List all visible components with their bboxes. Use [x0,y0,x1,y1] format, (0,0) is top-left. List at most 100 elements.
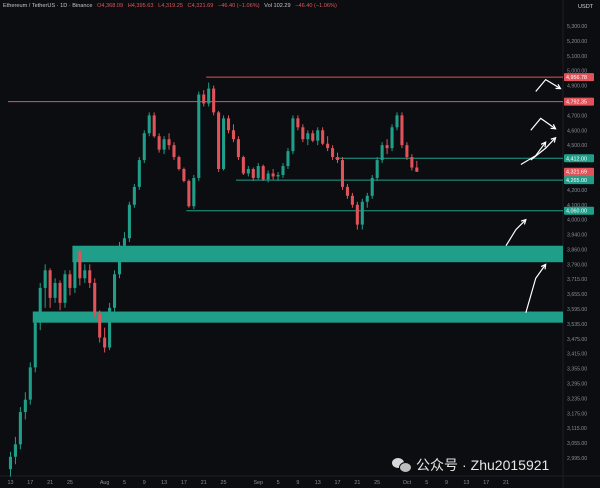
candle-body [197,94,201,178]
projection-arrow-1 [520,141,547,166]
x-tick-label: 17 [483,480,489,486]
candle-body [162,139,166,150]
candle-body [360,201,364,225]
candle-body [13,444,17,457]
x-tick-label: Aug [100,480,110,486]
candle-body [73,251,77,288]
candle-body [117,245,122,275]
arrow-head-5 [520,218,527,225]
candle-body [355,204,359,225]
x-tick-label: 21 [47,480,53,486]
x-tick-label: 25 [221,480,227,486]
candle-body [335,157,340,161]
candle-body [33,322,37,368]
candle-body [182,169,186,181]
x-tick-label: 9 [143,480,146,486]
candle-body [88,270,92,283]
candle-body [395,115,399,128]
y-tick-label: 4,100.00 [567,203,587,209]
candle-body [98,312,102,338]
y-tick-label: 3,115.00 [567,426,587,432]
candle-body [400,115,404,146]
watermark-account: Zhu2015921 [470,457,550,473]
candle-body [251,169,255,178]
price-label-bg [564,176,594,185]
candle-body [222,118,226,170]
candle-body [103,337,107,348]
x-tick-label: 21 [201,480,207,486]
y-tick-label: 3,235.00 [567,396,587,402]
currency-label[interactable]: USDT [578,4,594,10]
projection-arrow-4 [535,78,561,92]
candle-body [261,166,265,180]
candle-body [385,145,389,149]
arrow-head-1 [540,141,547,148]
candle-body [410,157,414,168]
y-tick-label: 4,200.00 [567,188,587,194]
candle-body [217,112,221,170]
candle-body [340,160,345,187]
y-tick-label: 3,055.00 [567,441,587,447]
y-tick-label: 3,475.00 [567,337,587,343]
candle-body [122,238,126,246]
x-tick-label: 9 [296,480,299,486]
watermark-prefix: 公众号 [416,457,458,473]
price-label-support: 4,060.00 [566,209,587,215]
candle-body [246,169,250,174]
candle-body [83,270,87,279]
y-tick-label: 5,300.00 [567,24,587,30]
x-tick-label: 21 [354,480,360,486]
x-tick-label: 17 [27,480,33,486]
candle-body [390,127,394,149]
candle-body [202,94,206,104]
y-tick-label: 3,175.00 [567,411,587,417]
y-tick-label: 5,000.00 [567,69,587,75]
y-tick-label: 3,940.00 [567,233,587,239]
candle-body [23,399,27,413]
x-tick-label: 17 [181,480,187,486]
price-label-bg [564,97,594,106]
candle-body [142,133,146,161]
candle-body [375,160,379,178]
candle-body [301,127,305,140]
candle-body [58,282,62,303]
x-tick-label: 13 [463,480,469,486]
projection-arrow-5 [505,219,527,247]
candle-body [192,177,196,207]
y-tick-label: 4,500.00 [567,143,587,149]
y-tick-label: 3,535.00 [567,322,587,328]
x-tick-label: 9 [445,480,448,486]
x-tick-label: Sep [253,480,263,486]
candle-body [177,157,181,170]
candle-body [241,157,245,174]
price-label-resistance: 4,792.35 [566,100,587,106]
candle-body [271,173,275,177]
ohlc-low: L4,319.25 [158,3,183,9]
x-tick-label: 21 [503,480,509,486]
candle-body [48,270,52,298]
wechat-icon [392,458,412,473]
candle-body [380,145,384,161]
x-tick-label: 25 [67,480,73,486]
ohlc-open: O4,368.09 [97,3,124,9]
candle-body [127,204,131,239]
y-tick-label: 4,000.00 [567,218,587,224]
x-tick-label: 13 [315,480,321,486]
candle-body [415,167,419,172]
candle-body [226,118,231,131]
demand-zone-1 [72,245,563,263]
wechat-watermark: 公众号 · Zhu2015921 [392,452,549,478]
symbol-title[interactable]: Ethereum / TetherUS · 1D · Binance [3,3,93,9]
candle-body [286,151,290,167]
candle-body [167,139,171,146]
candle-body [187,180,191,207]
x-tick-label: 13 [161,480,167,486]
candle-body [291,118,295,152]
projection-arrow-2 [530,137,557,161]
x-tick-label: Oct [403,480,412,486]
candle-body [231,130,236,140]
y-tick-label: 3,355.00 [567,367,587,373]
candle-body [207,88,211,104]
candle-body [256,166,260,178]
